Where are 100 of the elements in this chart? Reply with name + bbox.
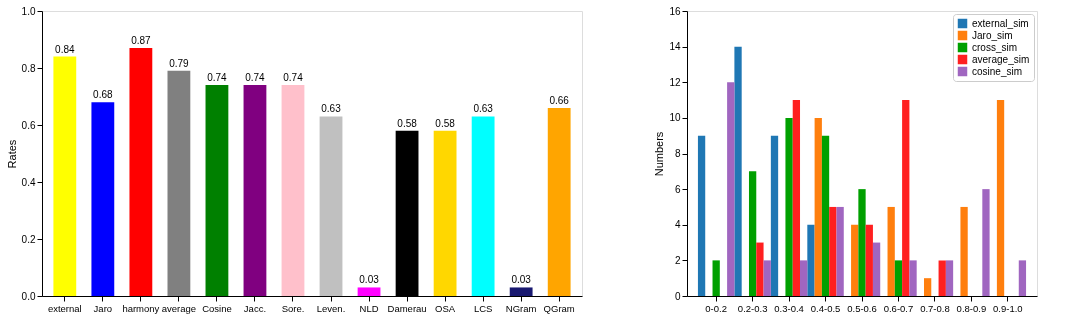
bar bbox=[763, 260, 771, 296]
bar bbox=[807, 224, 815, 296]
y-tick-label: 0.8 bbox=[21, 62, 36, 74]
data-label: 0.58 bbox=[397, 117, 418, 129]
bar bbox=[167, 70, 191, 296]
bar bbox=[697, 135, 706, 296]
bar bbox=[858, 189, 866, 296]
x-tick-label: harmony bbox=[122, 302, 160, 314]
y-tick-label: 0.0 bbox=[21, 290, 36, 302]
data-label: 0.63 bbox=[321, 103, 342, 115]
data-label: 0.74 bbox=[207, 72, 228, 84]
legend-label: cosine_sim bbox=[972, 65, 1023, 77]
x-tick-label: 0.7-0.8 bbox=[920, 302, 950, 314]
x-tick-label: average bbox=[161, 302, 197, 314]
data-label: 0.68 bbox=[93, 89, 114, 101]
y-tick-label: 14 bbox=[669, 41, 681, 53]
bar bbox=[982, 189, 990, 296]
bar bbox=[319, 116, 343, 296]
data-label: 0.58 bbox=[435, 117, 456, 129]
bar bbox=[865, 224, 873, 296]
bar bbox=[748, 171, 757, 296]
bar bbox=[938, 260, 946, 296]
bar bbox=[902, 100, 910, 296]
bar bbox=[727, 82, 735, 296]
bar bbox=[785, 117, 793, 296]
x-tick-label: 0-0.2 bbox=[705, 302, 727, 314]
x-tick-label: NLD bbox=[359, 302, 379, 314]
bar bbox=[996, 100, 1005, 296]
y-tick-label: 16 bbox=[669, 5, 681, 17]
bar bbox=[205, 85, 229, 296]
bar bbox=[509, 287, 533, 296]
x-tick-label: 0.6-0.7 bbox=[883, 302, 914, 314]
y-tick-label: 8 bbox=[674, 148, 681, 159]
data-label: 0.03 bbox=[511, 274, 532, 286]
x-tick-label: OSA bbox=[435, 302, 456, 314]
bar bbox=[836, 206, 844, 296]
data-label: 0.79 bbox=[169, 57, 190, 69]
bar bbox=[945, 260, 954, 296]
bar bbox=[243, 85, 267, 296]
x-tick-label: Jaro bbox=[93, 302, 113, 314]
bar bbox=[872, 242, 881, 296]
y-tick-label: 0 bbox=[674, 290, 681, 302]
x-tick-label: 0.2-0.3 bbox=[737, 302, 768, 314]
bar bbox=[894, 260, 903, 296]
bar bbox=[1018, 260, 1027, 296]
x-tick-label: 0.5-0.6 bbox=[847, 302, 877, 314]
bar bbox=[770, 135, 779, 296]
bar bbox=[887, 206, 895, 296]
data-label: 0.03 bbox=[359, 274, 380, 286]
data-label: 0.66 bbox=[549, 94, 570, 106]
bar bbox=[800, 260, 808, 296]
legend-label: cross_sim bbox=[972, 41, 1018, 53]
bar bbox=[851, 224, 859, 296]
x-tick-label: Jacc. bbox=[243, 302, 267, 314]
y-tick-label: 0.4 bbox=[21, 176, 36, 188]
x-tick-label: Sore. bbox=[281, 302, 305, 314]
data-label: 0.87 bbox=[131, 35, 152, 47]
x-tick-label: QGram bbox=[543, 302, 575, 314]
bar bbox=[821, 135, 830, 296]
x-tick-label: 0.9-1.0 bbox=[993, 302, 1023, 314]
bar bbox=[712, 260, 720, 296]
y-tick-label: 12 bbox=[669, 76, 681, 88]
y-tick-label: 1.0 bbox=[21, 5, 36, 17]
y-tick-label: 10 bbox=[669, 112, 681, 124]
bar bbox=[756, 242, 764, 296]
x-tick-label: external bbox=[47, 302, 82, 314]
bar bbox=[734, 46, 742, 296]
bar bbox=[960, 206, 968, 296]
legend-label: Jaro_sim bbox=[972, 29, 1013, 41]
data-label: 0.74 bbox=[245, 72, 266, 84]
x-tick-label: 0.8-0.9 bbox=[956, 302, 987, 314]
y-tick-label: 2 bbox=[674, 254, 681, 266]
bar bbox=[814, 117, 822, 296]
y-axis-title: Rates bbox=[5, 139, 18, 169]
bar bbox=[281, 85, 305, 296]
x-tick-label: Damerau bbox=[387, 302, 427, 314]
bar bbox=[547, 107, 571, 296]
bar bbox=[91, 102, 115, 296]
x-tick-label: Cosine bbox=[202, 302, 232, 314]
y-axis-title: Numbers bbox=[653, 131, 666, 177]
y-tick-label: 0.6 bbox=[21, 119, 36, 131]
bar bbox=[829, 206, 837, 296]
data-label: 0.63 bbox=[473, 103, 494, 115]
y-tick-label: 6 bbox=[674, 183, 681, 195]
x-tick-label: Leven. bbox=[316, 302, 346, 314]
bar bbox=[792, 100, 801, 296]
legend-label: average_sim bbox=[972, 53, 1030, 65]
y-tick-label: 4 bbox=[674, 219, 681, 231]
bar bbox=[357, 287, 381, 296]
bar bbox=[471, 116, 495, 296]
data-label: 0.84 bbox=[55, 43, 75, 55]
bar bbox=[909, 260, 917, 296]
legend-label: external_sim bbox=[972, 17, 1029, 29]
bar bbox=[53, 56, 77, 296]
y-tick-label: 0.2 bbox=[21, 233, 36, 245]
x-tick-label: LCS bbox=[473, 302, 493, 314]
bar bbox=[433, 130, 457, 296]
data-label: 0.74 bbox=[283, 72, 304, 84]
bar bbox=[129, 48, 153, 296]
x-tick-label: NGram bbox=[505, 302, 537, 314]
